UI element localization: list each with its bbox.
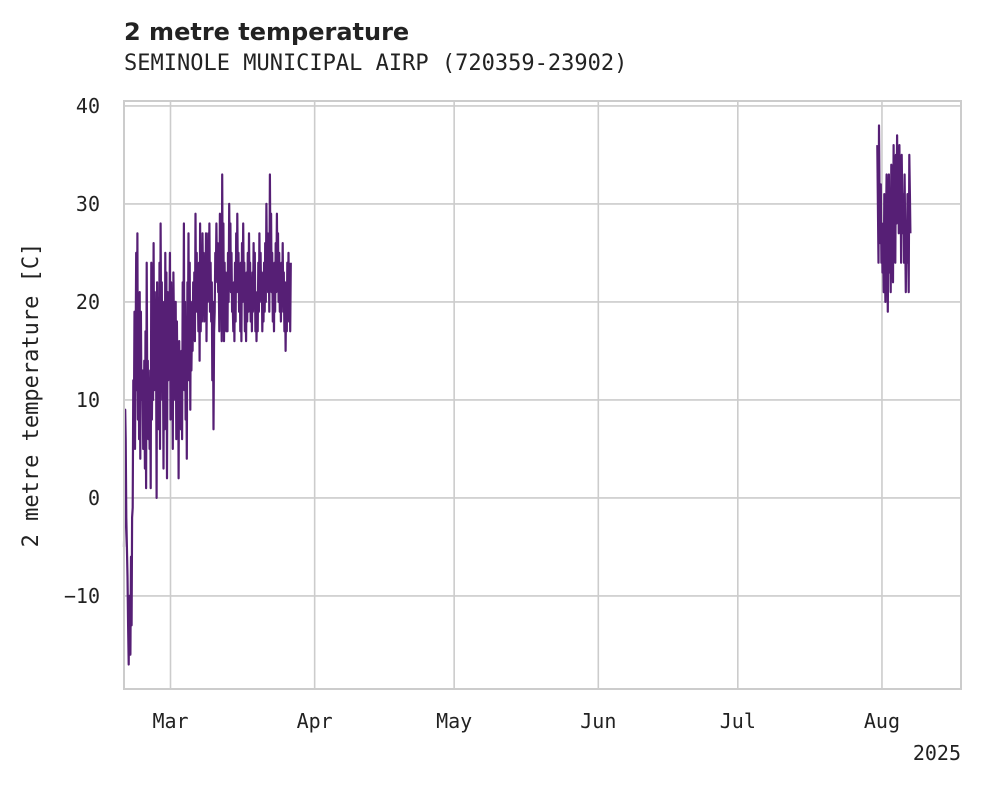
x-tick-label: Jul [720, 709, 756, 733]
x-tick-label: May [436, 709, 472, 733]
y-tick-label: −10 [64, 584, 100, 608]
y-axis-label: 2 metre temperature [C] [19, 243, 44, 548]
chart-title: 2 metre temperature [124, 18, 410, 46]
x-tick-label: Mar [152, 709, 188, 733]
y-tick-labels: −10 0 10 20 30 40 [64, 94, 100, 608]
x-tick-label: Apr [297, 709, 333, 733]
series-lines [122, 124, 912, 666]
y-tick-label: 20 [76, 290, 100, 314]
grid-lines [124, 101, 961, 689]
chart-subtitle: SEMINOLE MUNICIPAL AIRP (720359-23902) [124, 51, 628, 76]
x-year-label: 2025 [913, 741, 961, 765]
x-tick-labels: Mar Apr May Jun Jul Aug [152, 709, 900, 733]
y-tick-label: 0 [88, 486, 100, 510]
y-tick-label: 10 [76, 388, 100, 412]
y-tick-label: 40 [76, 94, 100, 118]
series-line-segment [876, 124, 912, 313]
series-line-segment [122, 173, 292, 666]
x-tick-label: Aug [864, 709, 900, 733]
x-tick-label: Jun [580, 709, 616, 733]
plot-frame [123, 100, 962, 690]
y-tick-label: 30 [76, 192, 100, 216]
